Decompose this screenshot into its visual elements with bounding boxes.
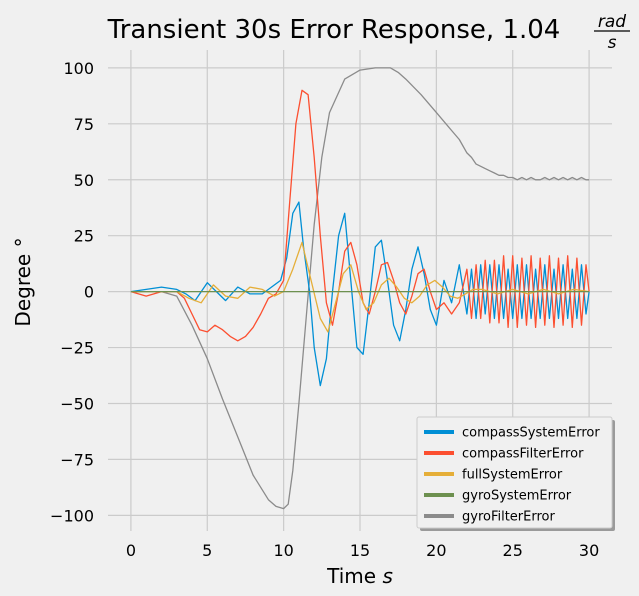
y-axis-title: Degree ° <box>11 237 35 326</box>
legend-label: compassSystemError <box>462 426 600 441</box>
x-tick-label: 0 <box>126 541 136 560</box>
x-axis-title-text: Time <box>326 564 382 588</box>
series-line-compassFilterError <box>130 89 590 342</box>
title-fraction-numerator: rad <box>598 12 626 32</box>
y-tick-label: 0 <box>84 283 94 302</box>
y-tick-label: 25 <box>74 227 94 246</box>
chart-title: Transient 30s Error Response, 1.04 <box>107 15 561 45</box>
x-tick-label: 30 <box>579 541 599 560</box>
series-line-gyroFilterError <box>130 67 590 510</box>
legend-label: gyroFilterError <box>462 510 555 525</box>
legend-box <box>416 416 613 529</box>
x-axis-title: Time s <box>326 564 393 588</box>
x-axis-title-unit: s <box>382 564 392 588</box>
series-layer <box>130 67 590 510</box>
x-tick-label: 5 <box>202 541 212 560</box>
legend-label: compassFilterError <box>462 447 584 462</box>
legend: compassSystemError compassFilterError full… <box>416 416 615 531</box>
y-tick-label: −100 <box>50 506 94 525</box>
y-tick-label: −75 <box>60 450 94 469</box>
legend-label: gyroSystemError <box>462 489 572 504</box>
chart-title-text: Transient 30s Error Response, 1.04 <box>107 15 561 45</box>
grid <box>108 50 612 531</box>
x-tick-label: 10 <box>273 541 293 560</box>
y-tick-label: 50 <box>74 171 94 190</box>
y-tick-label: 75 <box>74 115 94 134</box>
x-tick-label: 20 <box>426 541 446 560</box>
series-line-compassSystemError <box>130 201 590 387</box>
y-tick-label: −50 <box>60 394 94 413</box>
title-fraction-denominator: s <box>608 33 617 53</box>
tick-labels: 0 5 10 15 20 25 30 −100 −75 −50 −25 0 25 50 75 100 <box>50 59 599 560</box>
y-tick-label: −25 <box>60 339 94 358</box>
x-tick-label: 25 <box>503 541 523 560</box>
legend-label: fullSystemError <box>462 468 563 483</box>
y-tick-label: 100 <box>63 59 94 78</box>
x-tick-label: 15 <box>350 541 370 560</box>
series-line-fullSystemError <box>130 241 590 333</box>
